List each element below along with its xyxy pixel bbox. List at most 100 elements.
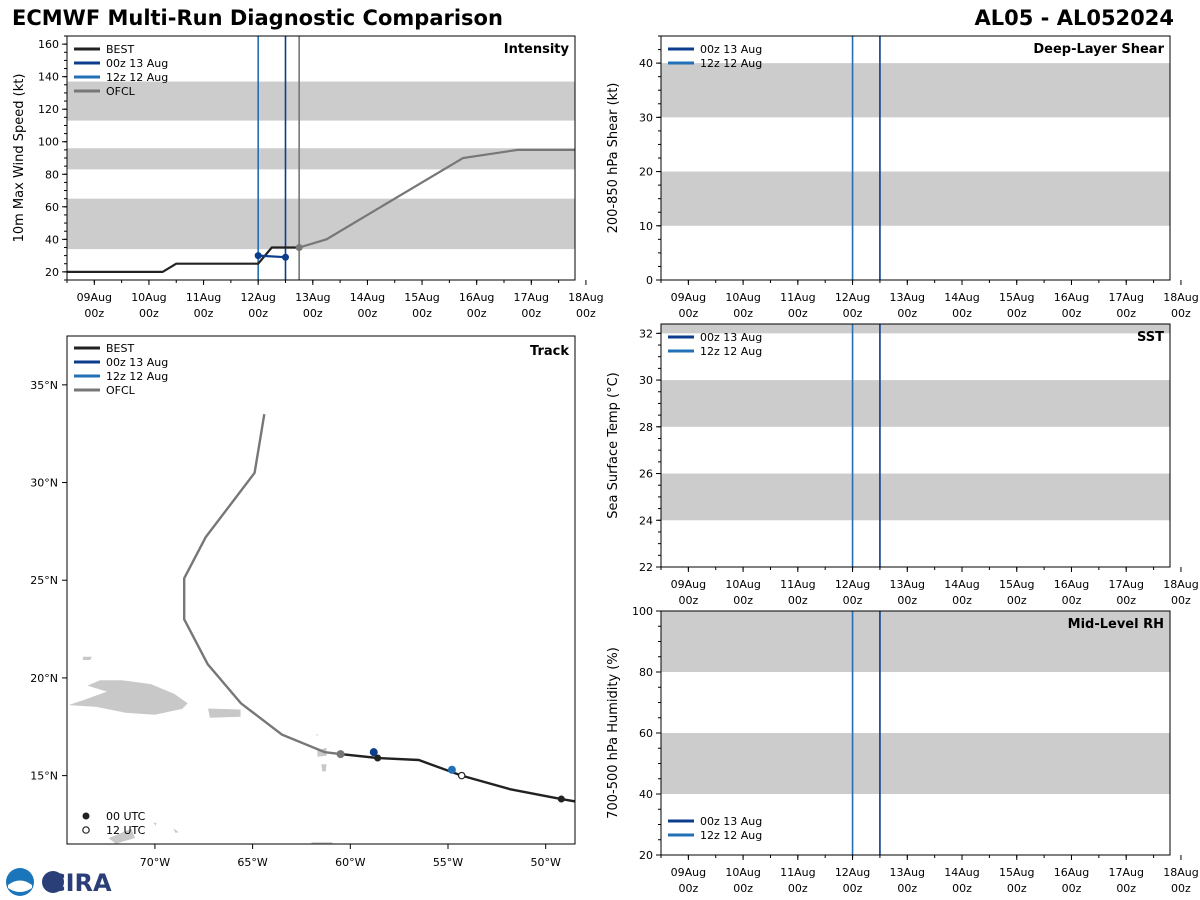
rh-ytick-label: 20	[639, 849, 653, 862]
shear-xtick-label-hour: 00z	[678, 307, 698, 320]
track-ytick-label: 35°N	[30, 379, 58, 392]
shear-band-1	[661, 63, 1170, 118]
rh-xtick-label-day: 16Aug	[1054, 866, 1089, 879]
intensity-ylabel: 10m Max Wind Speed (kt)	[12, 74, 27, 243]
track-marker-legend-label: 12 UTC	[106, 824, 146, 837]
sst-xtick-label-hour: 00z	[1171, 594, 1191, 607]
intensity-series-ofcl	[298, 148, 575, 249]
rh-xtick-label-day: 13Aug	[890, 866, 925, 879]
intensity-xtick-label-day: 11Aug	[186, 291, 221, 304]
land-shape-0	[67, 679, 189, 716]
rh-ytick-label: 60	[639, 727, 653, 740]
shear-xtick-label-day: 12Aug	[835, 291, 870, 304]
sst-xtick-label-hour: 00z	[788, 594, 808, 607]
land-shape-7	[152, 822, 158, 828]
shear-xtick-label-hour: 00z	[952, 307, 972, 320]
intensity-xtick-label-day: 10Aug	[131, 291, 166, 304]
shear-xtick-label-hour: 00z	[1007, 307, 1027, 320]
intensity-ytick-label: 120	[38, 103, 59, 116]
shear-xtick-label-hour: 00z	[733, 307, 753, 320]
sst-plot-bg	[661, 324, 1170, 567]
shear-xtick-label-hour: 00z	[897, 307, 917, 320]
sst-ytick-label: 30	[639, 374, 653, 387]
page-title: ECMWF Multi-Run Diagnostic Comparison	[12, 6, 503, 30]
shear-xtick-label-hour: 00z	[1116, 307, 1136, 320]
land-shape-2	[314, 733, 320, 736]
intensity-ytick-label: 160	[38, 38, 59, 51]
intensity-ytick-label: 40	[45, 233, 59, 246]
track-xtick-label: 70°W	[140, 856, 170, 869]
shear-xtick-label-hour: 00z	[1062, 307, 1082, 320]
sst-ytick-label: 26	[639, 468, 653, 481]
intensity-legend-label: OFCL	[106, 85, 136, 98]
shear-ylabel: 200-850 hPa Shear (kt)	[606, 83, 621, 234]
shear-xtick-label-day: 10Aug	[725, 291, 760, 304]
track-legend-label: 00z 13 Aug	[106, 356, 168, 369]
rh-title: Mid-Level RH	[1068, 617, 1164, 632]
best-track-marker-00utc	[374, 754, 382, 762]
land-shape-5	[82, 656, 93, 661]
rh-ylabel: 700-500 hPa Humidity (%)	[606, 647, 621, 819]
rh-xtick-label-hour: 00z	[843, 882, 863, 895]
sst-ytick-label: 28	[639, 421, 653, 434]
sst-xtick-label-day: 18Aug	[1163, 578, 1198, 591]
shear-xtick-label-hour: 00z	[843, 307, 863, 320]
shear-band-0	[661, 171, 1170, 226]
rh-xtick-label-hour: 00z	[1171, 882, 1191, 895]
sst-frame	[660, 323, 1171, 568]
rh-xtick-label-day: 09Aug	[671, 866, 706, 879]
track-ytick-label: 15°N	[30, 770, 58, 783]
intensity-xtick-label-day: 13Aug	[295, 291, 330, 304]
intensity-marker-1	[281, 253, 289, 261]
intensity-title: Intensity	[504, 42, 570, 57]
rh-xtick-label-hour: 00z	[897, 882, 917, 895]
shear-xtick-label-day: 13Aug	[890, 291, 925, 304]
shear-legend-label: 00z 13 Aug	[700, 43, 762, 56]
intensity-xtick-label-hour: 00z	[576, 307, 596, 320]
best-track-marker-12utc	[457, 771, 466, 780]
rh-legend-label: 00z 13 Aug	[700, 815, 762, 828]
ofcl-track-marker	[336, 750, 345, 759]
intensity-ytick-label: 140	[38, 71, 59, 84]
sst-xtick-label-day: 11Aug	[780, 578, 815, 591]
rh-xtick-label-day: 10Aug	[725, 866, 760, 879]
track-xtick-label: 50°W	[531, 856, 561, 869]
sst-xtick-label-day: 10Aug	[725, 578, 760, 591]
shear-xtick-label-day: 15Aug	[999, 291, 1034, 304]
intensity-xtick-label-hour: 00z	[84, 307, 104, 320]
shear-xtick-label-day: 09Aug	[671, 291, 706, 304]
intensity-xtick-label-day: 12Aug	[240, 291, 275, 304]
intensity-xtick-label-day: 18Aug	[568, 291, 603, 304]
rh-xtick-label-hour: 00z	[733, 882, 753, 895]
sst-ytick-label: 22	[639, 561, 653, 574]
shear-ytick-label: 20	[639, 166, 653, 179]
intensity-xtick-label-day: 16Aug	[459, 291, 494, 304]
track-ytick-label: 20°N	[30, 672, 58, 685]
shear-xtick-label-day: 14Aug	[944, 291, 979, 304]
intensity-ytick-label: 80	[45, 168, 59, 181]
sst-title: SST	[1137, 330, 1164, 345]
run-marker-12z-12-aug	[447, 765, 456, 774]
track-ytick-label: 25°N	[30, 574, 58, 587]
cira-logo: CIRA	[6, 868, 112, 897]
intensity-series-best	[67, 246, 300, 273]
track-marker-legend-label: 00 UTC	[106, 810, 146, 823]
track-xtick-label: 65°W	[237, 856, 267, 869]
shear-ytick-label: 30	[639, 111, 653, 124]
rh-ytick-label: 80	[639, 666, 653, 679]
run-marker-00z-13-aug	[369, 748, 378, 757]
track-legend-label: OFCL	[106, 384, 136, 397]
rh-xtick-label-day: 11Aug	[780, 866, 815, 879]
rh-xtick-label-day: 18Aug	[1163, 866, 1198, 879]
intensity-xtick-label-hour: 00z	[358, 307, 378, 320]
sst-band-2	[661, 324, 1170, 334]
intensity-marker-0	[254, 252, 262, 260]
sst-xtick-label-hour: 00z	[843, 594, 863, 607]
sst-band-0	[661, 473, 1170, 521]
rh-xtick-label-hour: 00z	[1062, 882, 1082, 895]
track-xtick-label: 55°W	[433, 856, 463, 869]
rh-xtick-label-hour: 00z	[1007, 882, 1027, 895]
sst-ylabel: Sea Surface Temp (°C)	[606, 372, 621, 519]
intensity-legend-label: 12z 12 Aug	[106, 71, 168, 84]
